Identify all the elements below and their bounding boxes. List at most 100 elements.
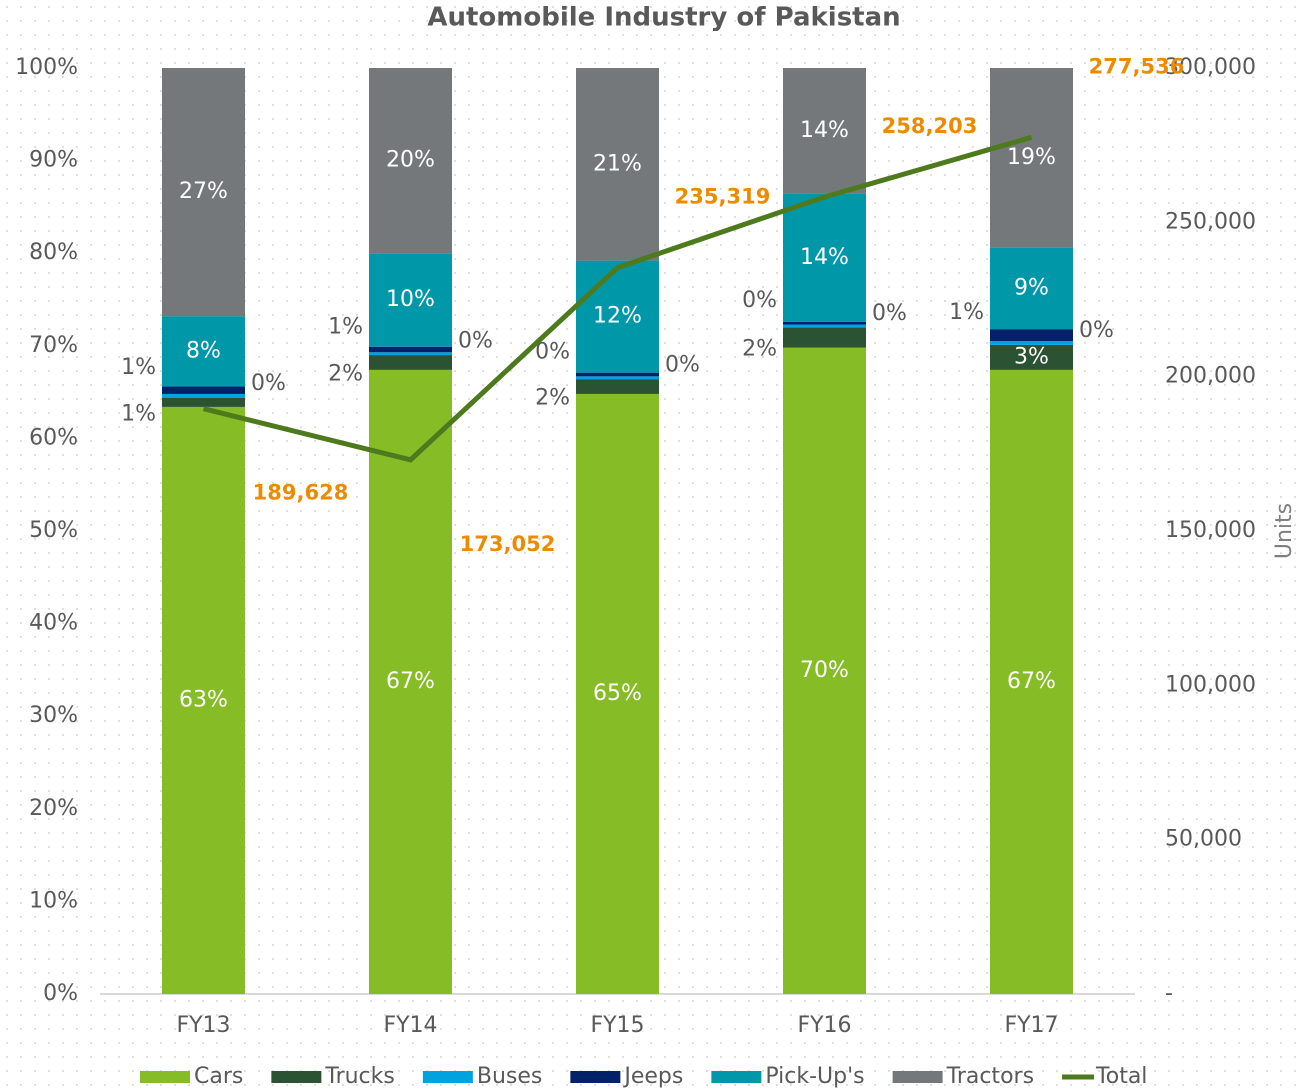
bar-segment [576,68,659,261]
bar-segment [576,376,659,380]
legend-label: Total [1095,1064,1147,1089]
y2-tick-label: 100,000 [1165,672,1256,697]
y2-tick-label: 200,000 [1165,364,1256,389]
data-label: 2% [535,386,570,411]
total-label: 258,203 [882,114,978,138]
total-label: 277,536 [1089,54,1185,78]
data-label: 1% [121,401,156,426]
data-label: 19% [1007,145,1056,170]
legend-swatch [140,1071,190,1083]
data-label: 67% [1007,669,1056,694]
data-label: 0% [665,353,700,378]
y2-tick-label: 300,000 [1165,55,1256,80]
total-label: 189,628 [253,481,349,505]
x-tick-label: FY17 [1004,1013,1058,1038]
line [202,134,1033,463]
legend-label: Buses [477,1064,543,1089]
bar-segment [783,68,866,194]
legend-label: Jeeps [622,1064,683,1089]
data-label: 0% [535,340,570,365]
bar-segment [783,193,866,322]
total-label: 235,319 [675,185,771,209]
y-tick-label: 60% [29,425,78,450]
bar-segment [369,346,452,353]
y2-tick-label: 150,000 [1165,518,1256,543]
data-label: 65% [593,681,642,706]
bar-segment [783,347,866,995]
bar-segment [576,260,659,373]
data-label: 3% [1014,344,1049,369]
bar-segment [162,316,245,387]
x-tick-label: FY13 [176,1013,230,1038]
bar-segment [576,379,659,394]
bar-segment [162,406,245,994]
bar-segment [990,369,1073,995]
y-tick-label: 30% [29,703,78,728]
y-tick-label: 90% [29,148,78,173]
data-label: 9% [1014,275,1049,300]
bar-segment [990,329,1073,342]
legend-label: Tractors [946,1064,1034,1089]
bar-segment [369,352,452,356]
data-label: 0% [742,288,777,313]
legend-label: Cars [194,1064,243,1089]
legend-label: Trucks [324,1064,395,1089]
data-label: 14% [800,118,849,143]
y2-tick-label: 250,000 [1165,209,1256,234]
bar-segment [783,324,866,328]
data-label: 67% [386,669,435,694]
total-label: 173,052 [460,532,556,556]
bar-segment [576,393,659,994]
bar-segment [576,372,659,377]
y2-axis-label: Units [1272,503,1297,559]
y-tick-label: 80% [29,240,78,265]
legend-label: Pick-Up's [765,1064,864,1089]
data-label: 27% [179,179,228,204]
data-label: 2% [742,336,777,361]
legend-swatch [892,1071,943,1083]
y-tick-label: 10% [29,888,78,913]
legend-swatch [271,1071,322,1083]
legend-swatch [570,1071,621,1083]
bar-segment [369,369,452,995]
data-label: 8% [186,338,221,363]
bar-segment [990,344,1073,370]
y2-tick-label: - [1165,981,1173,1006]
x-tick-label: FY16 [797,1013,851,1038]
data-label: 1% [121,355,156,380]
y-tick-label: 20% [29,796,78,821]
data-label: 1% [949,300,984,325]
y-tick-label: 40% [29,611,78,636]
chart-title: Automobile Industry of Pakistan [427,3,900,33]
y-tick-label: 100% [15,55,78,80]
bar-segment [990,247,1073,330]
bar-segment [783,327,866,348]
legend-swatch [422,1071,473,1083]
bar-segment [990,341,1073,345]
data-label: 0% [251,371,286,396]
y2-tick-label: 50,000 [1165,827,1242,852]
data-label: 70% [800,658,849,683]
data-label: 0% [1079,318,1114,343]
data-label: 0% [458,329,493,354]
data-label: 2% [328,361,363,386]
data-label: 14% [800,245,849,270]
data-label: 0% [872,301,907,326]
legend-swatch [711,1071,762,1083]
y-tick-label: 0% [43,981,78,1006]
y-tick-label: 50% [29,518,78,543]
data-label: 10% [386,287,435,312]
data-label: 21% [593,151,642,176]
y-tick-label: 70% [29,333,78,358]
data-label: 1% [328,315,363,340]
data-label: 20% [386,148,435,173]
data-label: 63% [179,687,228,712]
bar-segment [162,386,245,394]
bar-segment [369,355,452,370]
bar-segment [162,68,245,317]
bar-segment [369,253,452,347]
bar-segment [162,397,245,407]
bar-segment [783,321,866,325]
x-tick-label: FY14 [383,1013,437,1038]
